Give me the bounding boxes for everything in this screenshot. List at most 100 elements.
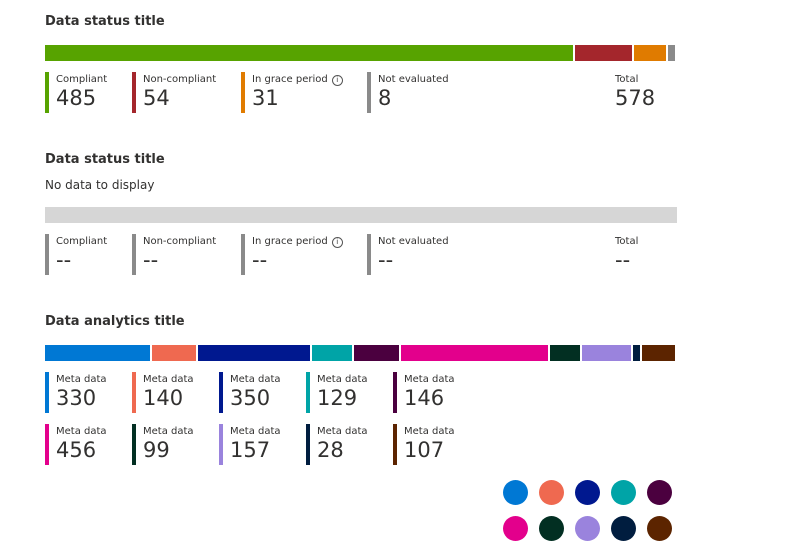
legend-value: 54 — [143, 86, 170, 110]
label-text: Non-compliant — [143, 74, 217, 85]
total-label: Total — [615, 74, 639, 85]
legend-label: Meta data — [317, 374, 368, 386]
legend-value: 350 — [230, 386, 271, 410]
color-swatch — [539, 480, 564, 505]
legend-label: Meta data — [230, 374, 281, 386]
legend-value: 31 — [252, 86, 279, 110]
empty-bar — [45, 207, 677, 223]
legend-value: 107 — [404, 438, 445, 462]
legend-label: Non-compliant — [143, 236, 216, 248]
legend-item: Compliant -- — [45, 234, 107, 275]
legend-item: Meta data 99 — [132, 424, 194, 465]
color-swatch — [575, 516, 600, 541]
legend-item: Not evaluated -- — [367, 234, 449, 275]
legend-label: Meta data — [56, 374, 107, 386]
legend-label: Meta data — [404, 374, 455, 386]
bar-segment — [401, 345, 548, 361]
legend-item: Meta data 28 — [306, 424, 368, 465]
legend-item: Not evaluated 8 — [367, 72, 449, 113]
label-text: Not evaluated — [378, 236, 449, 247]
legend-item: Compliant 485 — [45, 72, 107, 113]
label-text: Meta data — [317, 374, 368, 385]
total-value: 578 — [615, 86, 656, 110]
bar-segment — [45, 345, 151, 361]
legend-label: Meta data — [230, 426, 281, 438]
legend-item: Non-compliant 54 — [132, 72, 216, 113]
legend-label: Meta data — [404, 426, 455, 438]
section-title: Data status title — [45, 152, 165, 167]
info-icon[interactable]: i — [331, 75, 343, 86]
color-swatch — [611, 516, 636, 541]
color-swatch — [503, 480, 528, 505]
color-swatch — [575, 480, 600, 505]
legend-label: Meta data — [143, 374, 194, 386]
bar-segment — [642, 345, 675, 361]
legend-value: 157 — [230, 438, 271, 462]
legend-item: Meta data 330 — [45, 372, 107, 413]
label-text: Not evaluated — [378, 74, 449, 85]
info-icon[interactable]: i — [331, 237, 343, 248]
legend-value: 99 — [143, 438, 170, 462]
legend-label: In grace period i — [252, 74, 343, 86]
label-text: Non-compliant — [143, 236, 217, 247]
label-text: Meta data — [56, 374, 107, 385]
bar-segment — [633, 345, 641, 361]
label-text: Meta data — [230, 426, 281, 437]
color-swatch — [503, 516, 528, 541]
label-text: Compliant — [56, 74, 108, 85]
color-swatch — [611, 480, 636, 505]
bar-segment — [353, 345, 400, 361]
legend-label: Meta data — [56, 426, 107, 438]
legend-label: Compliant — [56, 236, 107, 248]
total: Total -- — [615, 234, 638, 275]
legend-value: -- — [56, 248, 72, 272]
color-swatch — [647, 516, 672, 541]
label-text: Compliant — [56, 236, 108, 247]
legend-label: Not evaluated — [378, 74, 449, 86]
label-text: In grace period — [252, 74, 328, 85]
legend-item: In grace period i -- — [241, 234, 343, 275]
section-title: Data analytics title — [45, 314, 185, 329]
legend-item: Meta data 146 — [393, 372, 455, 413]
legend-value: 485 — [56, 86, 97, 110]
legend-item: Meta data 129 — [306, 372, 368, 413]
bar-segment — [634, 45, 667, 61]
label-text: In grace period — [252, 236, 328, 247]
legend-item: Meta data 456 — [45, 424, 107, 465]
label-text: Meta data — [404, 374, 455, 385]
legend-label: Compliant — [56, 74, 107, 86]
label-text: Meta data — [143, 374, 194, 385]
legend-label: Meta data — [317, 426, 368, 438]
color-swatch — [539, 516, 564, 541]
legend-item: Meta data 157 — [219, 424, 281, 465]
section-title: Data status title — [45, 14, 165, 29]
legend-item: Non-compliant -- — [132, 234, 216, 275]
bar-segment — [311, 345, 352, 361]
total-label: Total — [615, 236, 639, 247]
empty-message: No data to display — [45, 178, 155, 192]
label-text: Meta data — [230, 374, 281, 385]
legend-label: In grace period i — [252, 236, 343, 248]
legend-item: Meta data 107 — [393, 424, 455, 465]
legend-value: 140 — [143, 386, 184, 410]
legend-item: In grace period i 31 — [241, 72, 343, 113]
label-text: Meta data — [404, 426, 455, 437]
legend-value: -- — [252, 248, 268, 272]
legend-value: 330 — [56, 386, 97, 410]
legend-label: Non-compliant — [143, 74, 216, 86]
bar-segment — [575, 45, 633, 61]
bar-segment — [152, 345, 196, 361]
color-swatch — [647, 480, 672, 505]
total: Total 578 — [615, 72, 655, 113]
legend-value: 146 — [404, 386, 445, 410]
legend-value: -- — [143, 248, 159, 272]
legend-label: Meta data — [143, 426, 194, 438]
label-text: Meta data — [56, 426, 107, 437]
bar-segment — [668, 45, 675, 61]
legend-value: 28 — [317, 438, 344, 462]
legend-value: -- — [378, 248, 394, 272]
bar-segment — [45, 45, 574, 61]
label-text: Meta data — [143, 426, 194, 437]
bar-segment — [549, 345, 580, 361]
